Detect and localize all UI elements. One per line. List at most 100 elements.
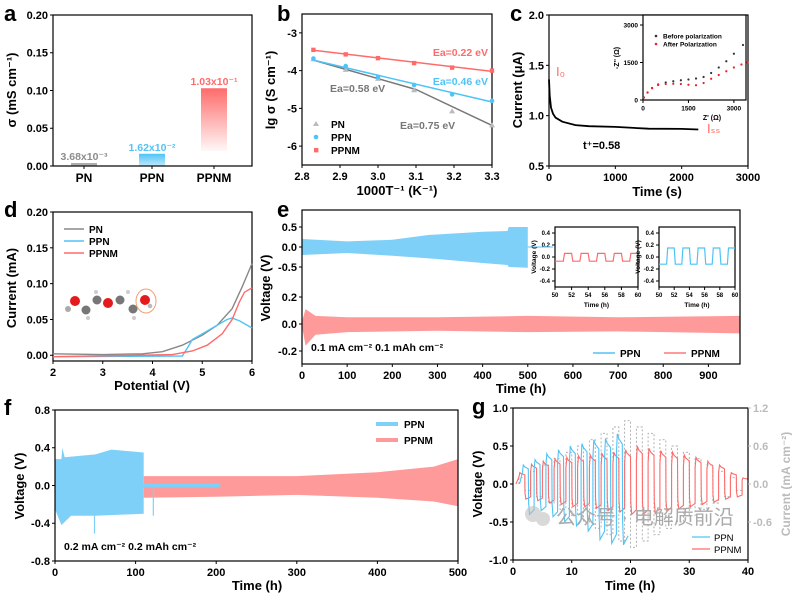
legend-marker [313, 134, 319, 140]
x-tick-label: 56 [701, 293, 708, 299]
atom [128, 304, 138, 314]
point-PPN [449, 92, 455, 97]
inset-y-label: Voltage (V) [531, 240, 538, 273]
x-tick-label: 40 [742, 566, 754, 578]
x-tick-label: 52 [568, 293, 575, 299]
y-axis-label: Voltage (V) [258, 255, 273, 322]
nyquist-point [664, 82, 667, 86]
legend-label: PPN [714, 533, 734, 544]
nyquist-point [725, 60, 728, 63]
y-tick-label: 1.2 [753, 403, 768, 415]
point-PPN [375, 74, 381, 80]
legend-label: PPNM [714, 545, 742, 556]
nyquist-point [746, 61, 749, 64]
x-tick-label: 900 [699, 370, 717, 382]
y-tick-label: 2.0 [529, 10, 544, 22]
y-tick-label: 0.2 [646, 243, 655, 249]
y-tick-label: -6 [287, 141, 297, 153]
y-tick-label: 0.4 [646, 231, 655, 237]
legend-marker [654, 42, 658, 46]
y-tick-label: 0.10 [27, 279, 48, 291]
y-tick-label: 0.0 [542, 255, 551, 261]
x-tick-label: PN [76, 171, 93, 185]
y-tick-label: 0.4 [35, 443, 51, 455]
y-tick-label: 0.05 [27, 314, 48, 326]
y-axis-label: Voltage (V) [470, 451, 485, 518]
atom [86, 316, 90, 320]
atom [65, 306, 71, 312]
x-tick-label: 1500 [681, 106, 696, 113]
legend-marker [654, 34, 658, 38]
y-tick-label: 0.15 [27, 48, 48, 60]
y-tick-label: -0.4 [31, 518, 51, 530]
panel-letter: g [472, 394, 485, 419]
x-tick-label: 0 [510, 566, 516, 578]
envelope-PPN [55, 447, 144, 526]
x-tick-label: 0 [52, 567, 58, 579]
voltage-trace-PPNM [515, 445, 748, 516]
y-tick-label: 0.20 [27, 207, 48, 219]
y-tick-label: 0.20 [27, 10, 48, 22]
annotation: Ea=0.22 eV [433, 47, 488, 59]
y-tick-label: 0 [634, 97, 638, 104]
x-tick-label: 10 [566, 566, 578, 578]
x-tick-label: 300 [428, 370, 446, 382]
y-tick-label: -0.2 [540, 267, 551, 273]
panel-letter: b [277, 1, 290, 26]
panel-letter: e [277, 197, 289, 222]
envelope-PPNM [302, 309, 740, 346]
y-tick-label: -0.2 [644, 267, 655, 273]
condition-label: 0.1 mA cm⁻² 0.1 mAh cm⁻² [311, 342, 444, 354]
x-axis-label: Time (h) [496, 381, 546, 396]
nyquist-point [646, 91, 649, 94]
y-axis-label: Current (μA) [510, 52, 525, 129]
inset-y-label: Voltage (V) [635, 240, 642, 273]
y-tick-label: -1.0 [489, 555, 508, 567]
y-tick-label: 0.2 [282, 292, 297, 304]
legend-label: PPNM [331, 146, 360, 157]
watermark-text: 公众号 · 电解质前沿 [556, 506, 734, 529]
atom [92, 295, 102, 305]
y-tick-label: 0.00 [27, 161, 48, 173]
x-tick-label: 50 [552, 293, 559, 299]
nyquist-point [702, 81, 705, 85]
point-PPNM [343, 52, 348, 57]
y-tick-label: -4 [287, 66, 298, 78]
watermark [525, 506, 550, 526]
point-PN [489, 122, 495, 128]
envelope-PPNM [143, 459, 458, 507]
legend-label: PPN [331, 133, 352, 144]
y-tick-label: 1500 [624, 60, 639, 67]
x-tick-label: 3 [100, 367, 106, 379]
y-tick-label: -0.8 [31, 556, 50, 568]
inset-trace-PPNM [555, 252, 638, 262]
nyquist-point [657, 83, 660, 87]
nyquist-point [679, 82, 682, 86]
atom [70, 296, 80, 306]
point-PPNM [375, 55, 381, 61]
y-axis-label: Current (mA) [4, 248, 19, 328]
legend-label: PN [89, 225, 103, 236]
inset-frame [554, 226, 639, 288]
nyquist-point [710, 71, 713, 75]
y-tick-label: -0.4 [540, 279, 551, 285]
fit-line-PPNM [313, 49, 493, 73]
x-tick-label: 4 [149, 367, 156, 379]
x-tick-label: 700 [609, 370, 627, 382]
x-tick-label: 1000 [603, 172, 627, 184]
x-tick-label: 2000 [669, 172, 693, 184]
y-tick-label: 0.2 [542, 243, 551, 249]
x-tick-label: 2 [50, 367, 56, 379]
x-tick-label: 60 [635, 293, 642, 299]
inset-x-label: Time (h) [584, 302, 609, 309]
fit-line-PPN [313, 59, 493, 103]
legend-label: PN [331, 120, 345, 131]
annotation: Ea=0.58 eV [330, 83, 385, 95]
nyquist-point [694, 77, 698, 80]
point-PPN [411, 82, 417, 88]
point-PN [449, 108, 456, 114]
x-axis-label: Time (h) [605, 578, 655, 593]
x-tick-label: 400 [368, 567, 386, 579]
x-tick-label: 3.1 [408, 171, 423, 183]
panel-letter: f [4, 395, 12, 420]
